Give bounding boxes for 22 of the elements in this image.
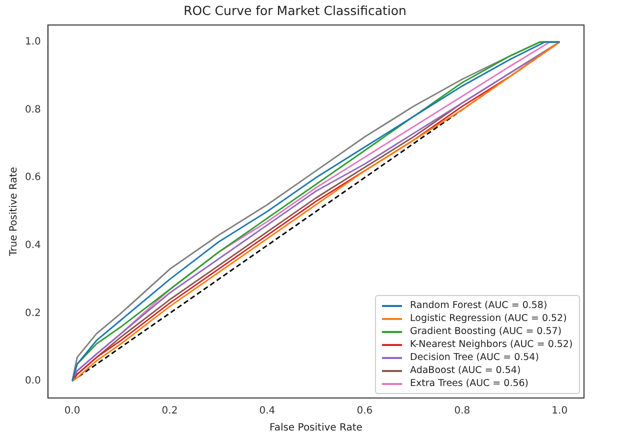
legend-label: Gradient Boosting (AUC = 0.57) <box>410 326 562 337</box>
legend-label: AdaBoost (AUC = 0.54) <box>410 365 521 376</box>
legend-label: Random Forest (AUC = 0.58) <box>410 300 548 311</box>
y-tick-label: 0.8 <box>24 104 41 116</box>
y-tick-label: 0.2 <box>24 308 41 319</box>
y-tick-label: 0.6 <box>24 172 41 184</box>
legend-label: Decision Tree (AUC = 0.54) <box>410 352 539 363</box>
chart-title: ROC Curve for Market Classification <box>184 2 406 18</box>
x-tick-label: 0.0 <box>64 406 80 417</box>
x-tick-label: 0.4 <box>259 406 276 417</box>
legend-label: Logistic Regression (AUC = 0.52) <box>410 313 567 324</box>
legend-label: Extra Trees (AUC = 0.56) <box>410 378 529 389</box>
y-tick-label: 0.4 <box>24 240 41 252</box>
x-tick-label: 0.6 <box>356 406 373 417</box>
x-tick-label: 0.2 <box>162 406 178 417</box>
x-tick-label: 1.0 <box>552 406 568 417</box>
x-tick-label: 0.8 <box>454 406 470 417</box>
legend-label: K-Nearest Neighbors (AUC = 0.52) <box>410 339 573 350</box>
y-tick-label: 0.0 <box>24 376 41 387</box>
y-axis-title: True Positive Rate <box>8 166 20 258</box>
x-axis-title: False Positive Rate <box>269 422 362 434</box>
y-tick-label: 1.0 <box>24 36 41 48</box>
